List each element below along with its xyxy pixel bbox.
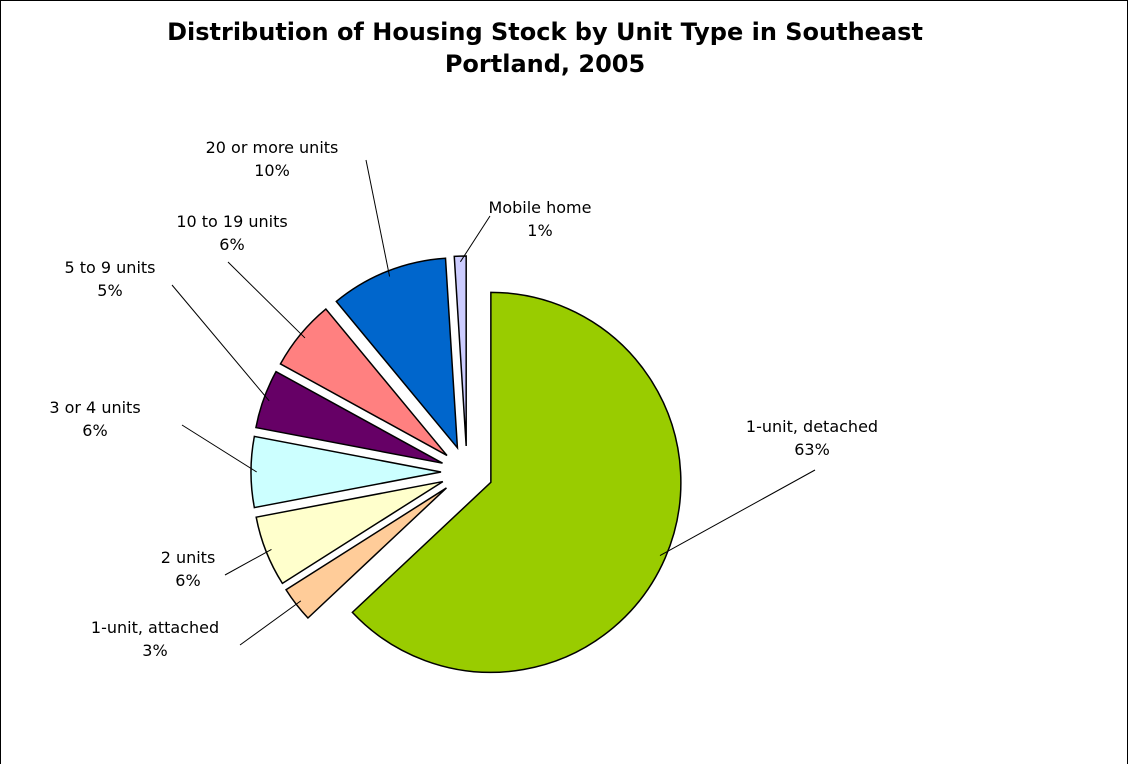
slice-label: 5 to 9 units: [64, 258, 155, 277]
slice-label: 20 or more units: [206, 138, 339, 157]
slice-label: 10 to 19 units: [176, 212, 287, 231]
slice-value-label: 6%: [175, 571, 200, 590]
slice-value-label: 63%: [794, 440, 830, 459]
slice-label: 3 or 4 units: [49, 398, 140, 417]
pie-slice: [255, 370, 443, 464]
pie-slice: [335, 257, 459, 451]
pie-slice: [255, 480, 444, 585]
pie-slice: [250, 435, 442, 509]
leader-line: [181, 424, 257, 473]
leader-line: [171, 284, 270, 402]
slice-value-label: 10%: [254, 161, 290, 180]
slice-value-label: 5%: [97, 281, 122, 300]
slice-value-label: 1%: [527, 221, 552, 240]
slice-label: 2 units: [161, 548, 216, 567]
leader-line: [659, 469, 816, 556]
leader-line: [239, 600, 302, 646]
pie-slice: [351, 291, 682, 674]
pie-slice: [453, 255, 467, 447]
leader-line: [224, 548, 272, 576]
slice-value-label: 6%: [219, 235, 244, 254]
slice-label: 1-unit, attached: [91, 618, 219, 637]
chart-title: Distribution of Housing Stock by Unit Ty…: [167, 18, 923, 78]
leader-line: [227, 261, 306, 339]
slice-value-label: 3%: [142, 641, 167, 660]
slice-value-label: 6%: [82, 421, 107, 440]
slice-label: 1-unit, detached: [746, 417, 878, 436]
leader-line: [459, 215, 491, 263]
slice-label: Mobile home: [489, 198, 592, 217]
leader-line: [365, 159, 391, 277]
